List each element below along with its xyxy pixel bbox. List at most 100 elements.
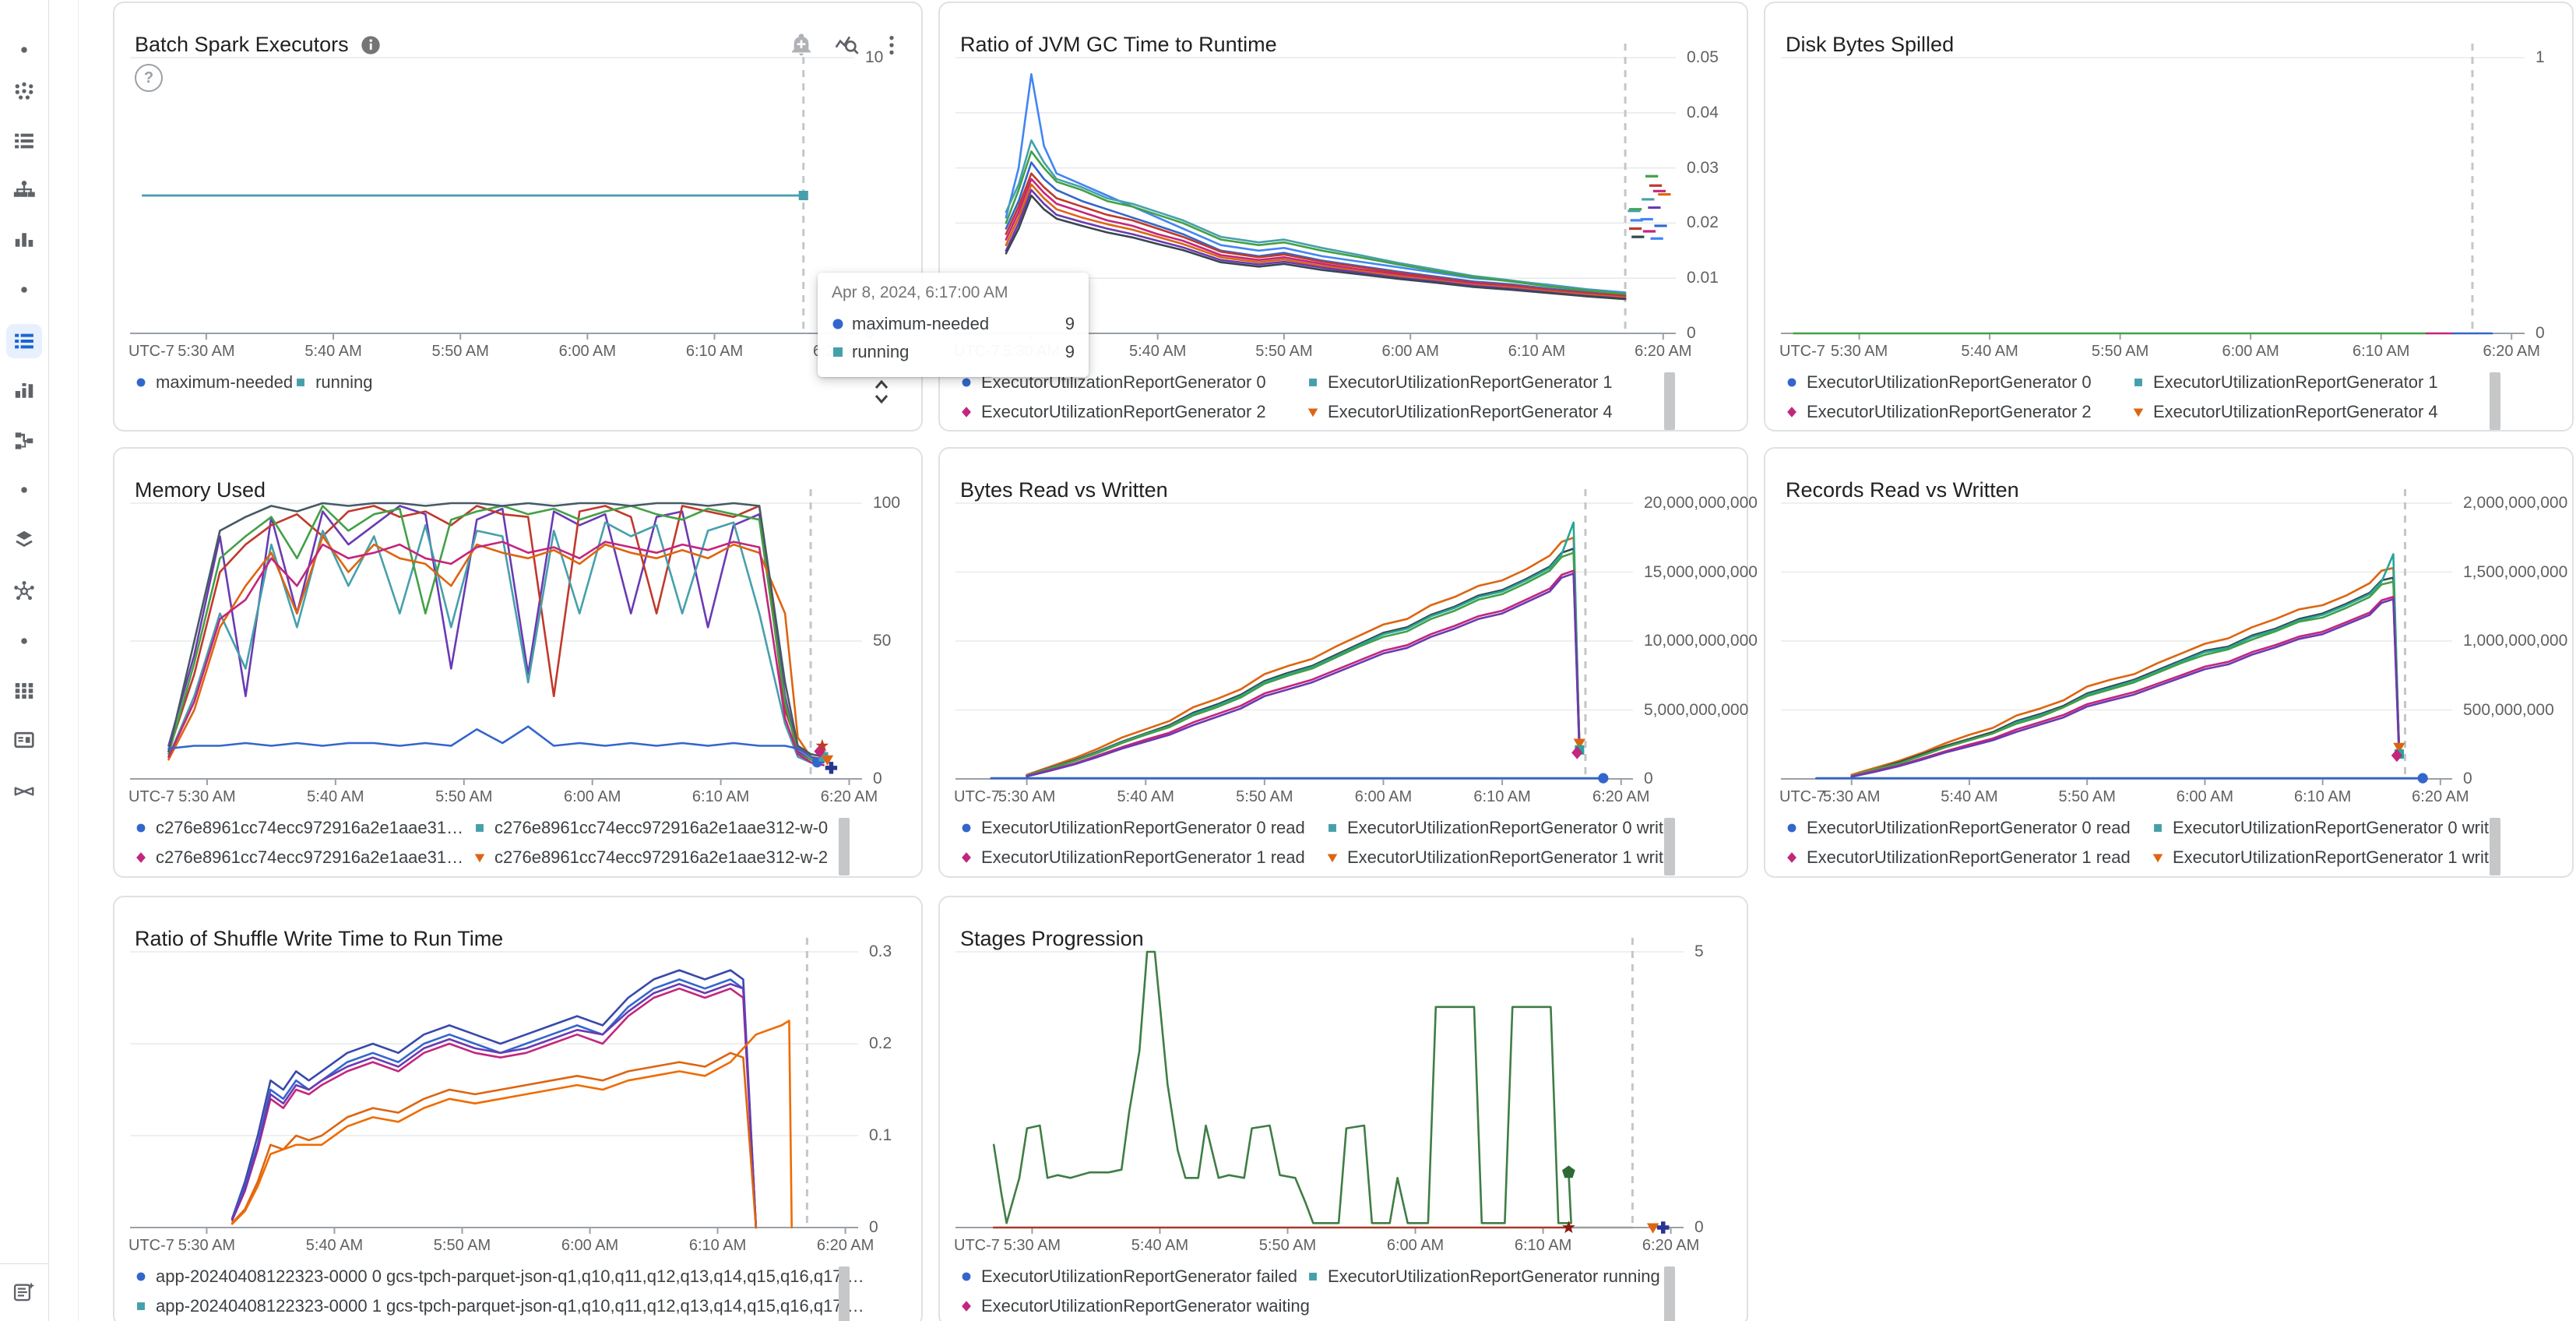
- sidebar-item-dot-icon[interactable]: [6, 33, 42, 67]
- legend-label: ExecutorUtilizationReportGenerator 0 rea…: [981, 818, 1305, 837]
- legend-item[interactable]: ExecutorUtilizationReportGenerator 2: [1784, 402, 2131, 422]
- sidebar-item-dot-icon[interactable]: [6, 273, 42, 307]
- legend-item[interactable]: c276e8961cc74ecc972916a2e1aae312-w-0: [472, 818, 828, 838]
- legend-item[interactable]: c276e8961cc74ecc972916a2e1aae312-w-1: [133, 847, 472, 868]
- y-axis-label: 2,000,000,000: [2463, 494, 2568, 512]
- sidebar-item-schema-icon[interactable]: [6, 424, 42, 458]
- compose-note-icon[interactable]: [6, 1275, 42, 1309]
- sidebar-item-list-icon[interactable]: [6, 324, 42, 358]
- legend-row: ExecutorUtilizationReportGenerator 2 Exec…: [959, 397, 1692, 427]
- legend-label: ExecutorUtilizationReportGenerator 0 wri…: [2173, 818, 2499, 837]
- tooltip-series-value: 9: [1065, 342, 1075, 361]
- chart-legend: c276e8961cc74ecc972916a2e1aae312-m c276e8…: [133, 813, 867, 872]
- y-axis-label: 0.03: [1687, 158, 1719, 177]
- legend-label: running: [315, 372, 373, 392]
- legend-row: ExecutorUtilizationReportGenerator 0 Exec…: [1784, 368, 2518, 397]
- legend-item[interactable]: c276e8961cc74ecc972916a2e1aae312-m: [133, 818, 472, 838]
- chart-legend: app-20240408122323-0000 0 gcs-tpch-parqu…: [133, 1262, 867, 1321]
- chart-plot-area[interactable]: 0.3 0.2 0.1 0 UTC-7 5:30 AM 5:40 AM 5:50 AM 6:00…: [114, 897, 921, 1321]
- legend-row: c276e8961cc74ecc972916a2e1aae312-m c276e8…: [133, 813, 867, 843]
- legend-sort-control[interactable]: [871, 379, 892, 409]
- x-axis-label: 6:10 AM: [692, 788, 750, 805]
- legend-item[interactable]: ExecutorUtilizationReportGenerator 1: [2131, 372, 2438, 393]
- legend-item[interactable]: ExecutorUtilizationReportGenerator 2: [959, 402, 1305, 422]
- diamond-marker-icon: [2391, 749, 2403, 763]
- panel-memory-used: Memory Used 100 50 0 UTC-7 5:30 AM 5:40 AM 5:5…: [113, 447, 923, 878]
- sidebar-item-dot-icon[interactable]: [6, 473, 42, 507]
- chart-plot-area[interactable]: 20,000,000,000 15,000,000,000 10,000,000,0…: [940, 449, 1758, 876]
- sidebar-item-dashboard-blocks-icon[interactable]: [6, 374, 42, 408]
- legend-item[interactable]: ExecutorUtilizationReportGenerator 1 wri…: [1325, 847, 1673, 868]
- explore-chart-icon[interactable]: [834, 33, 859, 58]
- chart-plot-area[interactable]: 5 0 UTC-7 5:30 AM 5:40 AM 5:50 AM 6:00 AM 6:10 …: [940, 897, 1747, 1321]
- legend-item[interactable]: app-20240408122323-0000 0 gcs-tpch-parqu…: [133, 1266, 867, 1287]
- sidebar-item-table-card-icon[interactable]: [6, 723, 42, 757]
- y-axis-label: 0: [1694, 1218, 1704, 1236]
- help-icon[interactable]: ?: [135, 64, 163, 92]
- series-line-line-purple: [1026, 572, 1581, 778]
- sidebar-item-list-icon[interactable]: [6, 124, 42, 158]
- more-vert-icon[interactable]: [879, 33, 904, 58]
- sidebar-item-bar-chart-icon[interactable]: [6, 223, 42, 257]
- square-marker-icon: [1309, 1273, 1317, 1280]
- legend-scrollbar-thumb[interactable]: [1664, 372, 1675, 430]
- legend-item[interactable]: ExecutorUtilizationReportGenerator 4: [2131, 402, 2438, 422]
- legend-item[interactable]: ExecutorUtilizationReportGenerator 0: [959, 372, 1305, 393]
- x-axis-label: 6:00 AM: [1354, 788, 1413, 805]
- chart-canvas: [955, 44, 1676, 340]
- chart-plot-area[interactable]: 100 50 0 UTC-7 5:30 AM 5:40 AM 5:50 AM 6:00 AM 6…: [114, 449, 921, 876]
- add-alert-icon[interactable]: [789, 33, 814, 58]
- legend-item[interactable]: ExecutorUtilizationReportGenerator 1 rea…: [1784, 847, 2150, 868]
- legend-item[interactable]: ExecutorUtilizationReportGenerator 0 rea…: [1784, 818, 2150, 838]
- legend-item[interactable]: ExecutorUtilizationReportGenerator 1: [1305, 372, 1613, 393]
- legend-scrollbar-thumb[interactable]: [1664, 818, 1675, 875]
- legend-scrollbar-thumb[interactable]: [839, 818, 850, 875]
- legend-item[interactable]: ExecutorUtilizationReportGenerator 0 wri…: [2150, 818, 2498, 838]
- legend-item[interactable]: c276e8961cc74ecc972916a2e1aae312-w-2: [472, 847, 828, 868]
- legend-item[interactable]: ExecutorUtilizationReportGenerator 4: [1305, 402, 1613, 422]
- legend-item[interactable]: ExecutorUtilizationReportGenerator 0 rea…: [959, 818, 1325, 838]
- x-axis-label: 5:40 AM: [304, 343, 362, 360]
- legend-item[interactable]: ExecutorUtilizationReportGenerator faile…: [959, 1266, 1305, 1287]
- x-axis-label: 6:20 AM: [1635, 343, 1692, 360]
- legend-scrollbar-thumb[interactable]: [839, 1266, 850, 1321]
- legend-scrollbar-thumb[interactable]: [2490, 372, 2500, 430]
- sidebar-item-grid-icon[interactable]: [6, 674, 42, 708]
- x-axis-label: 6:20 AM: [2412, 788, 2469, 805]
- chart-plot-area[interactable]: 1 0 UTC-7 5:30 AM 5:40 AM 5:50 AM 6:00 AM 6:10 …: [1765, 3, 2572, 430]
- y-axis-label: 0.02: [1687, 213, 1719, 232]
- chart-legend: ExecutorUtilizationReportGenerator faile…: [959, 1262, 1692, 1321]
- legend-label: ExecutorUtilizationReportGenerator 1 wri…: [1347, 847, 1673, 867]
- star-marker-icon: [1562, 1221, 1575, 1234]
- legend-scrollbar-thumb[interactable]: [1664, 1266, 1675, 1321]
- legend-item[interactable]: maximum-needed: [133, 372, 293, 393]
- triangle-marker-icon: [1307, 408, 1318, 417]
- sidebar-item-dot-icon[interactable]: [6, 624, 42, 658]
- legend-row: app-20240408122323-0000 0 gcs-tpch-parqu…: [133, 1262, 867, 1291]
- triangle-marker-icon: [1327, 854, 1338, 863]
- legend-item[interactable]: ExecutorUtilizationReportGenerator 0 wri…: [1325, 818, 1673, 838]
- sidebar-item-layers-icon[interactable]: [6, 523, 42, 557]
- sidebar-item-bowtie-icon[interactable]: [6, 774, 42, 808]
- sidebar-item-scatter-chart-icon[interactable]: [6, 74, 42, 108]
- sidebar-item-network-icon[interactable]: [6, 574, 42, 608]
- triangle-marker-icon: [1573, 738, 1585, 749]
- legend-item[interactable]: ExecutorUtilizationReportGenerator 1 rea…: [959, 847, 1325, 868]
- sidebar-item-org-chart-icon[interactable]: [6, 173, 42, 207]
- legend-item[interactable]: app-20240408122323-0000 1 gcs-tpch-parqu…: [133, 1296, 867, 1316]
- chart-plot-area[interactable]: 0.050.040.030.020.010UTC-75:30 AM5:40 AM…: [940, 3, 1747, 430]
- legend-item[interactable]: ExecutorUtilizationReportGenerator runni…: [1305, 1266, 1660, 1287]
- legend-item[interactable]: ExecutorUtilizationReportGenerator 1 wri…: [2150, 847, 2498, 868]
- diamond-marker-icon: [1787, 407, 1797, 417]
- info-icon[interactable]: [360, 34, 382, 56]
- legend-item[interactable]: running: [293, 372, 372, 393]
- legend-row: ExecutorUtilizationReportGenerator 0 rea…: [959, 813, 1692, 843]
- square-marker-icon: [833, 347, 843, 357]
- square-marker-icon: [798, 190, 808, 201]
- legend-scrollbar-thumb[interactable]: [2490, 818, 2500, 875]
- legend-row: ExecutorUtilizationReportGenerator waiti…: [959, 1291, 1692, 1321]
- legend-item[interactable]: ExecutorUtilizationReportGenerator waiti…: [959, 1296, 1310, 1316]
- chart-plot-area[interactable]: 2,000,000,000 1,500,000,000 1,000,000,000 5…: [1765, 449, 2572, 876]
- diamond-marker-icon: [136, 852, 146, 863]
- legend-item[interactable]: ExecutorUtilizationReportGenerator 0: [1784, 372, 2131, 393]
